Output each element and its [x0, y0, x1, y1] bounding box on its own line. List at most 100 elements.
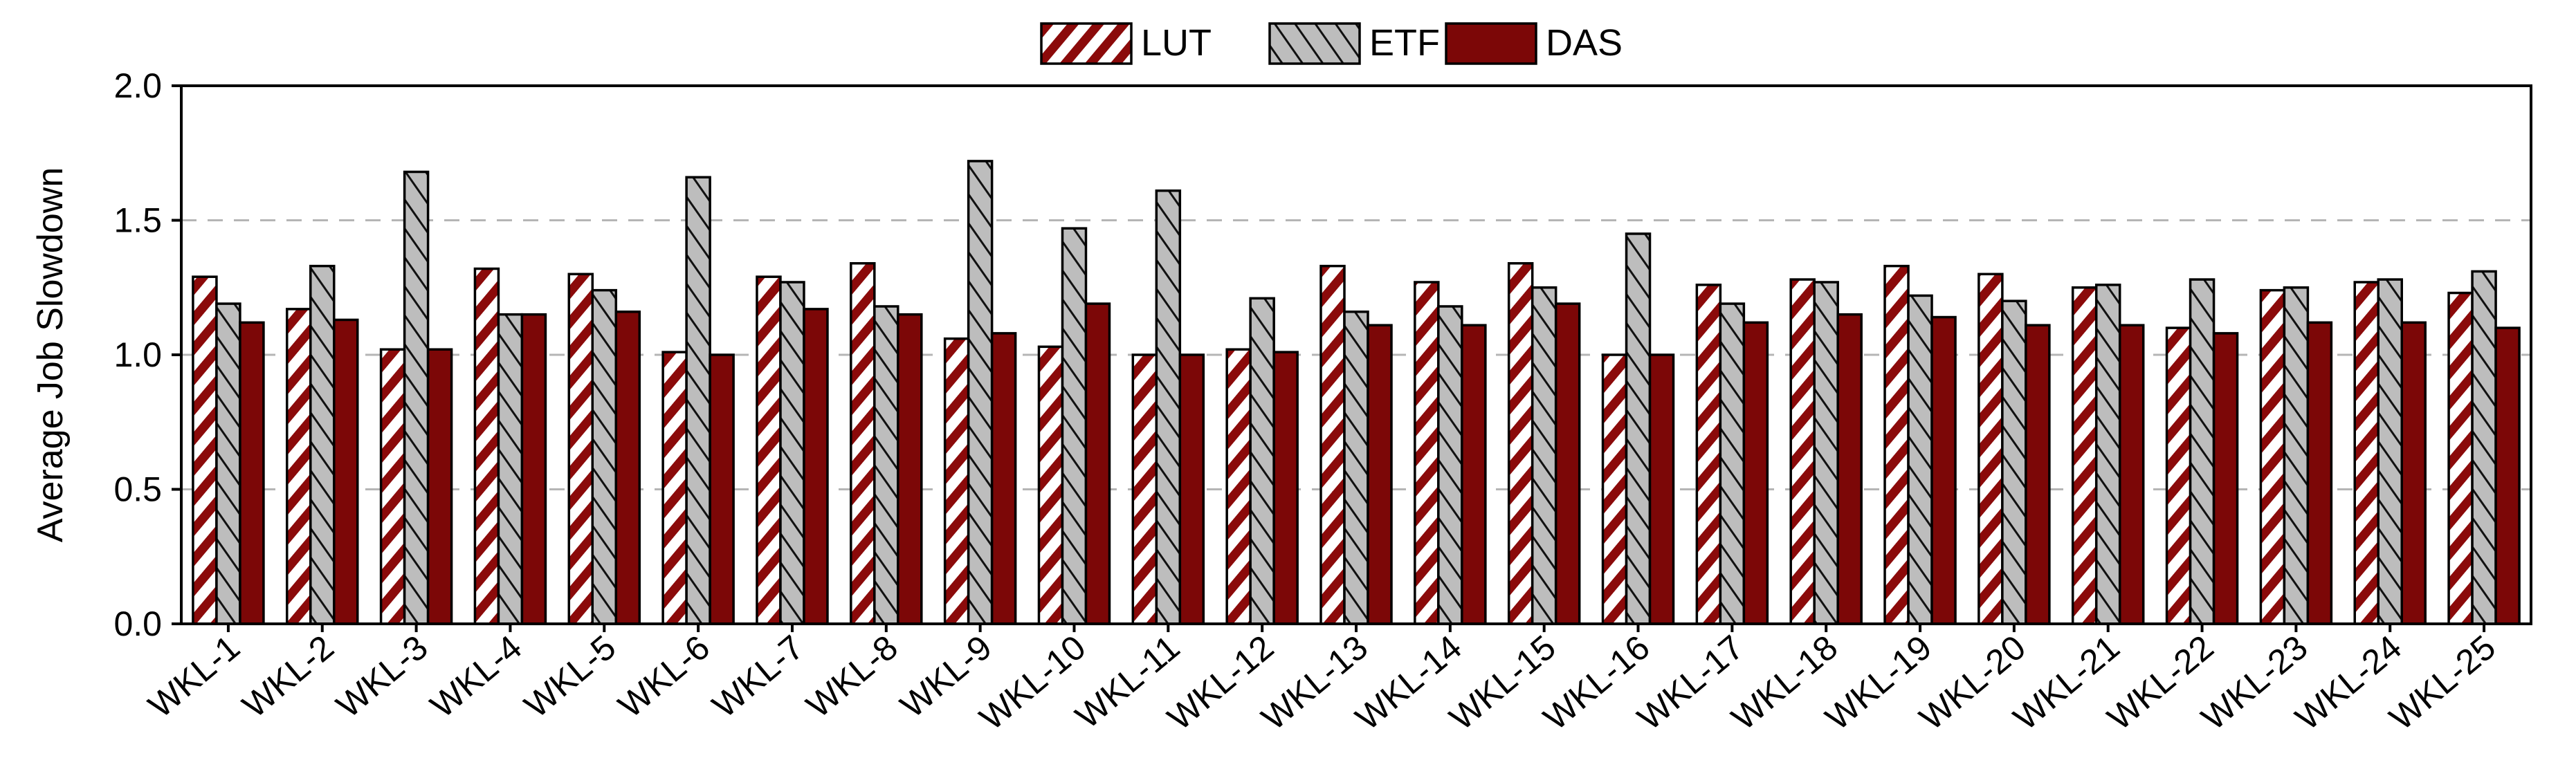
bar-etf-wkl-11: [1155, 189, 1182, 625]
bar-etf-wkl-9: [967, 160, 994, 625]
x-tick-label: WKL-6: [611, 628, 717, 726]
legend: LUT ETF DAS: [1040, 22, 1623, 65]
bar-etf-wkl-22: [2189, 278, 2216, 625]
y-tick-label: 0.0: [113, 604, 162, 643]
bar-etf-wkl-20: [2001, 299, 2027, 625]
bar-lut-wkl-4: [473, 267, 500, 625]
bar-das-wkl-25: [2494, 326, 2521, 625]
x-tick-label: WKL-8: [799, 628, 905, 726]
bar-das-wkl-15: [1554, 302, 1581, 625]
bar-das-wkl-19: [1930, 315, 1957, 625]
bar-das-wkl-7: [803, 308, 829, 625]
bar-lut-wkl-22: [2165, 326, 2192, 625]
x-tick-label: WKL-13: [1254, 628, 1375, 738]
bar-etf-wkl-17: [1719, 302, 1746, 625]
bar-lut-wkl-19: [1883, 264, 1910, 625]
bar-etf-wkl-2: [309, 264, 336, 625]
y-tick-label: 0.5: [113, 470, 162, 509]
bar-etf-wkl-6: [685, 176, 711, 625]
x-tick-label: WKL-21: [2006, 628, 2126, 738]
x-tick-label: WKL-15: [1442, 628, 1562, 738]
bar-das-wkl-20: [2025, 324, 2051, 625]
y-axis: 0.0 0.5 1.0 1.5 2.0: [113, 66, 181, 643]
x-tick-label: WKL-24: [2288, 628, 2409, 738]
bar-lut-wkl-6: [661, 351, 688, 625]
x-tick-label: WKL-3: [329, 628, 435, 726]
bar-das-wkl-11: [1178, 353, 1205, 625]
bar-das-wkl-17: [1742, 321, 1769, 625]
bar-lut-wkl-16: [1601, 353, 1628, 625]
x-tick-label: WKL-16: [1536, 628, 1656, 738]
y-tick-label: 1.5: [113, 201, 162, 240]
bar-lut-wkl-20: [1977, 272, 2004, 625]
x-tick-label: WKL-19: [1818, 628, 1939, 738]
y-tick-label: 2.0: [113, 66, 162, 105]
legend-swatch-etf: [1268, 22, 1361, 65]
legend-swatch-lut: [1040, 22, 1133, 65]
bar-lut-wkl-24: [2353, 281, 2379, 625]
bar-das-wkl-1: [239, 321, 265, 625]
bar-lut-wkl-3: [379, 348, 406, 625]
bar-etf-wkl-21: [2094, 284, 2121, 625]
bar-etf-wkl-5: [591, 288, 618, 625]
legend-swatch-das: [1445, 22, 1537, 65]
bar-das-wkl-10: [1084, 302, 1111, 625]
bar-etf-wkl-18: [1813, 281, 1839, 625]
bar-etf-wkl-8: [873, 305, 899, 625]
bar-etf-wkl-25: [2471, 270, 2497, 625]
bar-etf-wkl-13: [1343, 311, 1369, 625]
bar-lut-wkl-2: [286, 308, 312, 625]
bar-etf-wkl-14: [1437, 305, 1463, 625]
bar-etf-wkl-7: [779, 281, 805, 625]
bar-lut-wkl-8: [850, 261, 876, 625]
legend-label-lut: LUT: [1141, 22, 1212, 64]
legend-label-das: DAS: [1546, 22, 1623, 64]
x-tick-label: WKL-10: [972, 628, 1093, 738]
bar-das-wkl-4: [520, 313, 547, 625]
bars: [192, 160, 2521, 625]
bar-etf-wkl-19: [1907, 294, 1933, 625]
bar-etf-wkl-23: [2283, 286, 2310, 625]
bar-das-wkl-9: [990, 332, 1017, 625]
x-tick-label: WKL-22: [2100, 628, 2220, 738]
y-axis-label: Average Job Slowdown: [30, 167, 71, 543]
bar-das-wkl-3: [426, 348, 453, 625]
bar-lut-wkl-7: [756, 275, 782, 625]
x-tick-label: WKL-14: [1349, 628, 1469, 738]
bar-etf-wkl-1: [215, 302, 241, 625]
x-tick-label: WKL-2: [235, 628, 341, 726]
bar-lut-wkl-15: [1507, 261, 1534, 625]
bar-das-wkl-5: [614, 311, 641, 625]
bar-lut-wkl-17: [1695, 284, 1722, 625]
bar-das-wkl-22: [2212, 332, 2239, 625]
bar-das-wkl-6: [709, 353, 735, 625]
bar-lut-wkl-14: [1414, 281, 1440, 625]
bar-etf-wkl-24: [2377, 278, 2403, 625]
x-tick-label: WKL-5: [517, 628, 623, 726]
bar-etf-wkl-15: [1531, 286, 1558, 625]
bar-etf-wkl-4: [497, 313, 524, 625]
bar-lut-wkl-21: [2071, 286, 2098, 625]
bar-etf-wkl-16: [1625, 232, 1652, 625]
bar-das-wkl-21: [2118, 324, 2145, 625]
legend-label-etf: ETF: [1369, 22, 1440, 64]
bar-etf-wkl-10: [1061, 227, 1088, 625]
bar-lut-wkl-18: [1789, 278, 1816, 625]
bar-das-wkl-23: [2306, 321, 2333, 625]
bar-lut-wkl-12: [1225, 348, 1252, 625]
bar-lut-wkl-10: [1037, 345, 1064, 625]
bar-das-wkl-16: [1648, 353, 1675, 625]
bar-lut-wkl-23: [2259, 288, 2286, 625]
x-tick-label: WKL-20: [1912, 628, 2033, 738]
bar-lut-wkl-13: [1319, 264, 1346, 625]
x-tick-label: WKL-25: [2382, 628, 2503, 738]
bar-etf-wkl-12: [1249, 297, 1275, 625]
bar-das-wkl-18: [1836, 313, 1863, 625]
x-tick-label: WKL-11: [1068, 628, 1187, 737]
bar-das-wkl-14: [1461, 324, 1487, 625]
x-tick-label: WKL-4: [423, 628, 529, 726]
x-tick-label: WKL-23: [2194, 628, 2314, 738]
bar-etf-wkl-3: [403, 170, 430, 625]
x-tick-label: WKL-18: [1724, 628, 1845, 738]
